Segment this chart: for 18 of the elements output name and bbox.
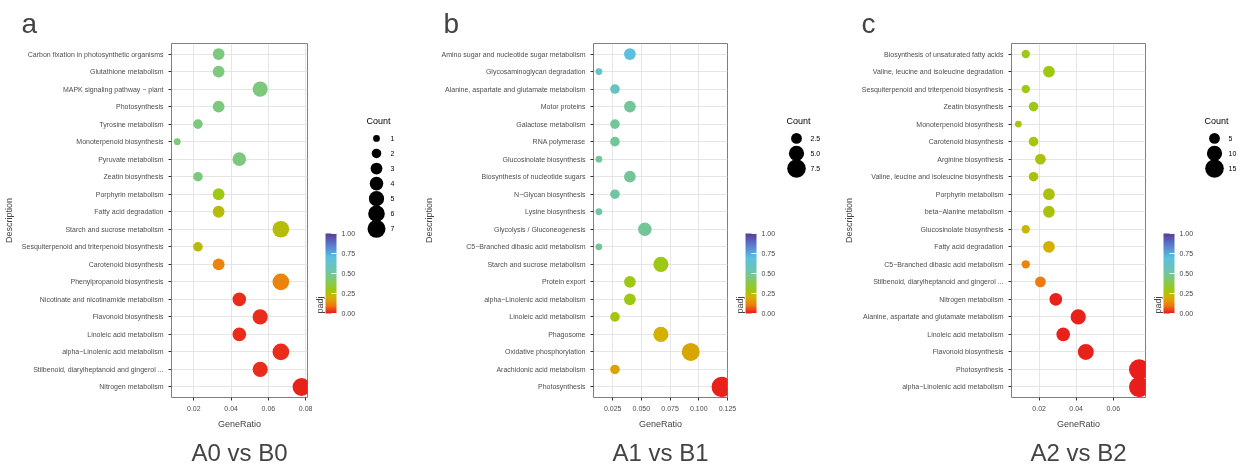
color-bar-title: padj [1152,296,1163,314]
color-bar-title: padj [734,296,745,314]
text: A2 vs B2 [1030,438,1127,466]
y-axis-title: Description [843,197,854,244]
legend-title: Count [1204,116,1230,127]
legend-title: Count [786,116,812,127]
text: A1 vs B1 [612,438,709,466]
x-axis-title: GeneRatio [217,418,262,429]
y-axis-title: Description [3,197,14,244]
x-axis-title: GeneRatio [638,418,683,429]
text: A0 vs B0 [191,438,288,466]
chart-title: a [21,7,38,39]
chart-title: c [861,7,876,39]
color-bar-title: padj [314,296,325,314]
y-axis-title: Description [423,197,434,244]
x-axis-title: GeneRatio [1056,418,1101,429]
chart-title: b [443,7,460,39]
legend-title: Count [366,116,392,127]
